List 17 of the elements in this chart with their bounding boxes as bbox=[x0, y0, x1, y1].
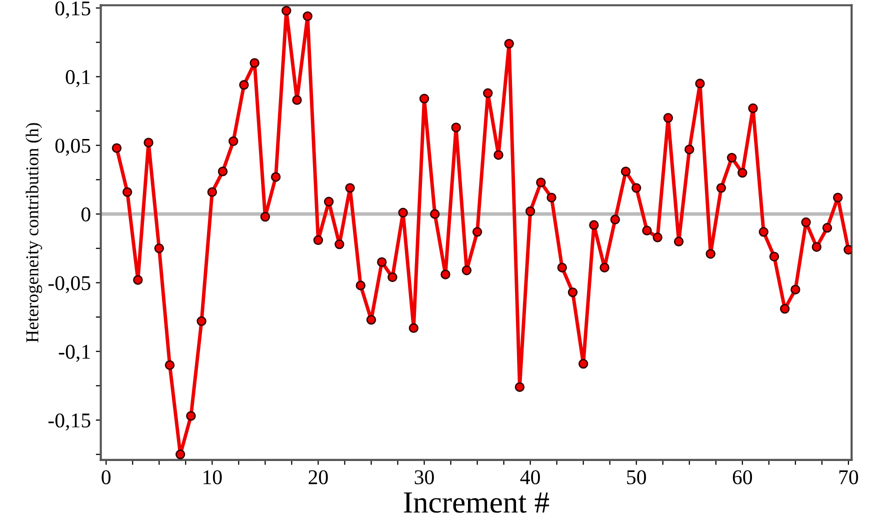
y-axis-title: Heterogeneity contribution (h) bbox=[26, 123, 42, 342]
x-tick-label: 50 bbox=[627, 470, 646, 484]
x-tick-label: 40 bbox=[520, 470, 540, 484]
y-tick-label: -0,05 bbox=[48, 276, 90, 294]
x-tick-label: 30 bbox=[414, 470, 434, 484]
x-tick-label: 60 bbox=[732, 470, 752, 484]
x-axis-title: Increment # bbox=[404, 492, 550, 513]
y-tick-label: 0 bbox=[81, 207, 90, 222]
y-tick-label: -0,1 bbox=[58, 344, 90, 362]
y-tick-label: 0,05 bbox=[55, 138, 90, 156]
x-tick-label: 0 bbox=[102, 470, 111, 484]
y-tick-label: 0,15 bbox=[55, 1, 90, 18]
x-tick-label: 20 bbox=[308, 470, 328, 484]
y-tick-label: 0,1 bbox=[66, 70, 90, 88]
x-tick-label: 70 bbox=[839, 470, 858, 484]
x-tick-label: 10 bbox=[204, 470, 222, 484]
y-tick-label: -0,15 bbox=[48, 413, 90, 430]
